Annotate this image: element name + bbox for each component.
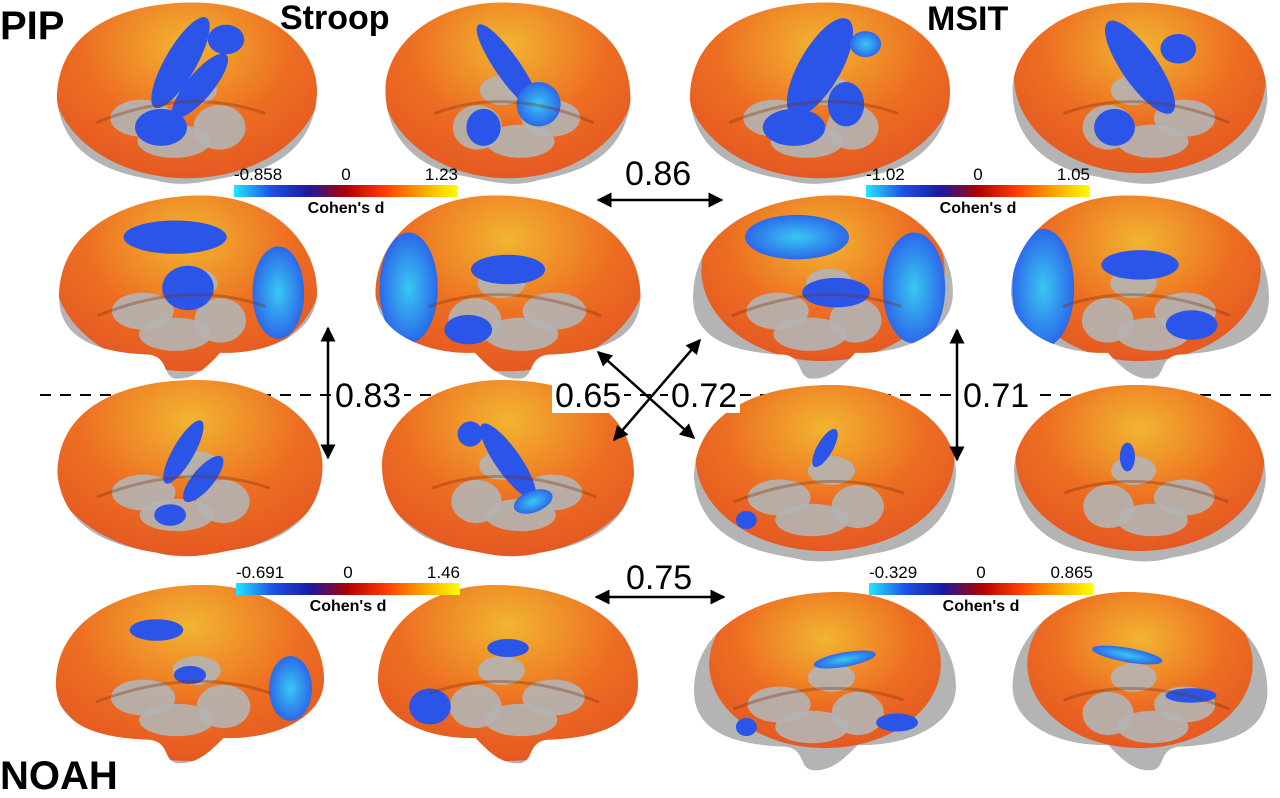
colorbar-gradient — [234, 185, 458, 197]
brain-noah-stroop-medial-left — [56, 585, 324, 764]
row-label-noah: NOAH — [0, 754, 118, 798]
colorbar-noah-stroop: -0.691 0 1.46 Cohen's d — [236, 563, 460, 616]
brain-noah-stroop-lateral-right — [382, 380, 634, 557]
colorbar-zero: 0 — [976, 563, 986, 582]
brain-pip-stroop-medial-left — [59, 195, 317, 379]
colorbar-noah-msit: -0.329 0 0.865 Cohen's d — [869, 563, 1093, 616]
brain-pip-msit-lateral-left — [690, 2, 950, 184]
colorbar-min: -0.329 — [869, 563, 918, 582]
colorbar-gradient — [869, 583, 1093, 595]
colorbar-zero: 0 — [973, 165, 983, 184]
colorbar-title: Cohen's d — [942, 598, 1020, 615]
brain-noah-msit-lateral-right — [1014, 385, 1266, 562]
colorbar-max: 1.46 — [426, 563, 460, 582]
colorbar-title: Cohen's d — [307, 200, 385, 217]
brain-pip-stroop-medial-right — [375, 195, 641, 379]
colorbar-title: Cohen's d — [309, 598, 387, 615]
brain-pip-msit-medial-right — [1011, 195, 1269, 379]
corr-msit-pip-noah: 0.71 — [960, 379, 1033, 413]
corr-noah-stroop-msit: 0.75 — [623, 561, 696, 595]
brain-pip-stroop-lateral-left — [57, 2, 317, 184]
brain-pip-msit-medial-left — [693, 195, 953, 379]
brain-noah-msit-medial-left — [694, 592, 956, 771]
colorbar-min: -1.02 — [866, 165, 905, 184]
corr-pip-stroop-msit: 0.86 — [622, 157, 695, 191]
row-label-pip: PIP — [0, 4, 65, 48]
corr-pip-msit-noah-stroop: 0.72 — [668, 379, 741, 413]
brain-noah-stroop-lateral-left — [57, 380, 323, 557]
colorbar-gradient — [236, 583, 460, 595]
colorbar-min: -0.691 — [236, 563, 285, 582]
task-label-msit: MSIT — [927, 0, 1009, 38]
colorbar-title: Cohen's d — [939, 200, 1017, 217]
corr-stroop-pip-noah: 0.83 — [332, 379, 405, 413]
brain-pip-stroop-lateral-right — [385, 2, 631, 184]
colorbar-zero: 0 — [343, 563, 353, 582]
colorbar-pip-stroop: -0.858 0 1.23 Cohen's d — [234, 165, 458, 218]
colorbar-min: -0.858 — [234, 165, 283, 184]
colorbar-max: 1.05 — [1056, 165, 1090, 184]
task-label-stroop: Stroop — [280, 0, 390, 37]
corr-pip-stroop-noah-msit: 0.65 — [552, 379, 625, 413]
brain-noah-stroop-medial-right — [378, 585, 638, 764]
brain-noah-msit-lateral-left — [694, 385, 956, 562]
colorbar-gradient — [866, 185, 1090, 197]
colorbar-max: 1.23 — [424, 165, 458, 184]
brain-surfaces — [56, 2, 1269, 771]
colorbar-max: 0.865 — [1050, 563, 1093, 582]
brain-pip-msit-lateral-right — [1012, 2, 1268, 184]
brain-noah-msit-medial-right — [1012, 592, 1268, 771]
arrow-diag-pip-msit-noah-stroop — [613, 338, 701, 442]
colorbar-zero: 0 — [341, 165, 351, 184]
colorbar-pip-msit: -1.02 0 1.05 Cohen's d — [866, 165, 1090, 218]
